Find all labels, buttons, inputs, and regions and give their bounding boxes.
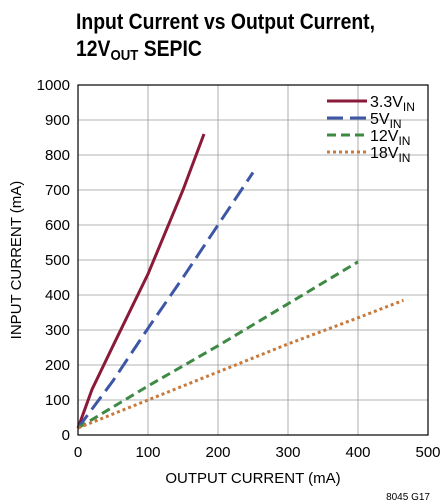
y-tick-label: 100	[45, 392, 70, 409]
y-tick-label: 500	[45, 252, 70, 269]
legend-label-18v-in: 18VIN	[370, 145, 410, 165]
y-tick-label: 600	[45, 217, 70, 234]
x-tick-label: 500	[415, 444, 440, 461]
y-tick-label: 200	[45, 357, 70, 374]
y-tick-label: 0	[62, 427, 70, 444]
series-lines	[76, 133, 405, 430]
y-tick-label: 800	[45, 147, 70, 164]
figure-id: 8045 G17	[386, 492, 430, 503]
plot-frame	[77, 84, 429, 436]
y-tick-label: 300	[45, 322, 70, 339]
x-tick-label: 0	[74, 444, 82, 461]
title-topology: SEPIC	[138, 36, 202, 61]
x-tick-label: 200	[205, 444, 230, 461]
y-tick-label: 1000	[37, 77, 70, 94]
x-tick-label: 100	[135, 444, 160, 461]
series-line-3-3v-in	[76, 133, 206, 429]
series-line-18v-in	[77, 298, 405, 430]
series-line-5v-in	[76, 171, 255, 429]
x-tick-labels: 0 100 200 300 400 500	[74, 444, 441, 461]
y-axis-label: INPUT CURRENT (mA)	[8, 181, 25, 340]
y-tick-label: 400	[45, 287, 70, 304]
legend-label-5v-in: 5VIN	[370, 111, 402, 131]
title-vout-subscript: OUT	[110, 47, 139, 64]
y-tick-label: 700	[45, 182, 70, 199]
title-line-2: 12VOUT SEPIC	[76, 35, 402, 69]
legend-label-3-3v-in: 3.3VIN	[370, 94, 415, 114]
y-tick-labels: 0 100 200 300 400 500 600 700 800 900 1000	[37, 77, 70, 444]
y-tick-label: 900	[45, 112, 70, 129]
x-axis-label: OUTPUT CURRENT (mA)	[165, 470, 340, 487]
legend-label-12v-in: 12VIN	[370, 128, 410, 148]
x-tick-label: 300	[275, 444, 300, 461]
x-tick-label: 400	[345, 444, 370, 461]
title-vout-label: 12V	[76, 36, 111, 61]
title-line-1: Input Current vs Output Current,	[76, 9, 375, 34]
series-line-12v-in	[77, 260, 359, 430]
chart-title: Input Current vs Output Current, 12VOUT …	[76, 8, 402, 69]
